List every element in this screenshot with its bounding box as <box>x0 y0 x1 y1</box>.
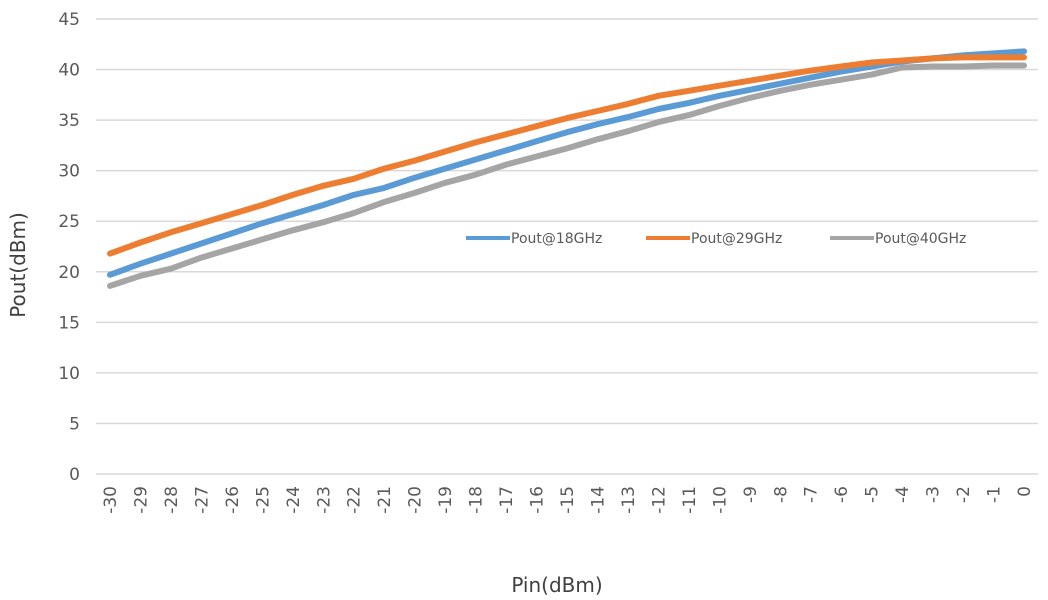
gridlines <box>96 18 1038 475</box>
x-tick-label: 0 <box>1015 486 1035 497</box>
x-tick-label: -18 <box>467 486 487 514</box>
y-axis-title: Pout(dBm) <box>6 212 30 318</box>
y-tick-label: 25 <box>58 212 80 232</box>
x-axis-ticks: -30 -29 -28 -27 -26 -25 -24 -23 -22 -21 -20 -19 -18-… <box>101 486 1035 514</box>
x-tick-label: -24 <box>284 486 304 514</box>
legend-label: Pout@40GHz <box>875 231 966 247</box>
x-tick-label: -25 <box>253 486 273 514</box>
y-tick-label: 20 <box>58 263 80 283</box>
y-tick-label: 35 <box>58 111 80 131</box>
x-axis-title: Pin(dBm) <box>511 573 602 597</box>
x-tick-label: -1 <box>985 486 1005 503</box>
x-tick-label: -17 <box>497 486 517 514</box>
y-tick-label: 5 <box>69 414 80 434</box>
x-tick-label: -5 <box>863 486 883 503</box>
y-axis-ticks: 0 5 10 15 20 25 30 35 40 45 <box>58 10 80 485</box>
x-tick-label: -6 <box>832 486 852 503</box>
x-tick-label: -22 <box>345 486 365 514</box>
x-tick-label: -15 <box>558 486 578 514</box>
x-tick-label: -7 <box>802 486 822 503</box>
x-tick-label: -28 <box>162 486 182 514</box>
y-tick-label: 45 <box>58 10 80 30</box>
x-tick-label: -14 <box>588 486 608 514</box>
series-lines <box>107 48 1027 289</box>
x-tick-label: -26 <box>223 486 243 514</box>
x-tick-label: -20 <box>406 486 426 514</box>
x-tick-label: -8 <box>771 486 791 503</box>
legend-label: Pout@29GHz <box>691 231 782 247</box>
x-tick-label: -11 <box>680 486 700 514</box>
y-tick-label: 30 <box>58 162 80 182</box>
x-tick-label: -29 <box>131 486 151 514</box>
y-tick-label: 0 <box>69 465 80 485</box>
series-line <box>107 54 1027 257</box>
series-line <box>107 48 1027 278</box>
x-tick-label: -12 <box>649 486 669 514</box>
y-tick-label: 10 <box>58 364 80 384</box>
x-tick-label: -21 <box>375 486 395 514</box>
legend: Pout@18GHz Pout@29GHz Pout@40GHz <box>466 231 966 247</box>
x-tick-label: -23 <box>314 486 334 514</box>
x-tick-label: -3 <box>924 486 944 503</box>
legend-label: Pout@18GHz <box>511 231 602 247</box>
y-tick-label: 40 <box>58 61 80 81</box>
x-tick-label: -19 <box>436 486 456 514</box>
x-tick-label: -13 <box>619 486 639 514</box>
x-tick-label: -2 <box>954 486 974 503</box>
x-tick-label: -27 <box>192 486 212 514</box>
x-tick-label: -16 <box>528 486 548 514</box>
y-tick-label: 15 <box>58 313 80 333</box>
x-tick-label: -10 <box>710 486 730 514</box>
series-line <box>107 62 1027 289</box>
x-tick-label: -4 <box>893 486 913 503</box>
x-tick-label: -9 <box>741 486 761 503</box>
x-tick-label: -30 <box>101 486 121 514</box>
